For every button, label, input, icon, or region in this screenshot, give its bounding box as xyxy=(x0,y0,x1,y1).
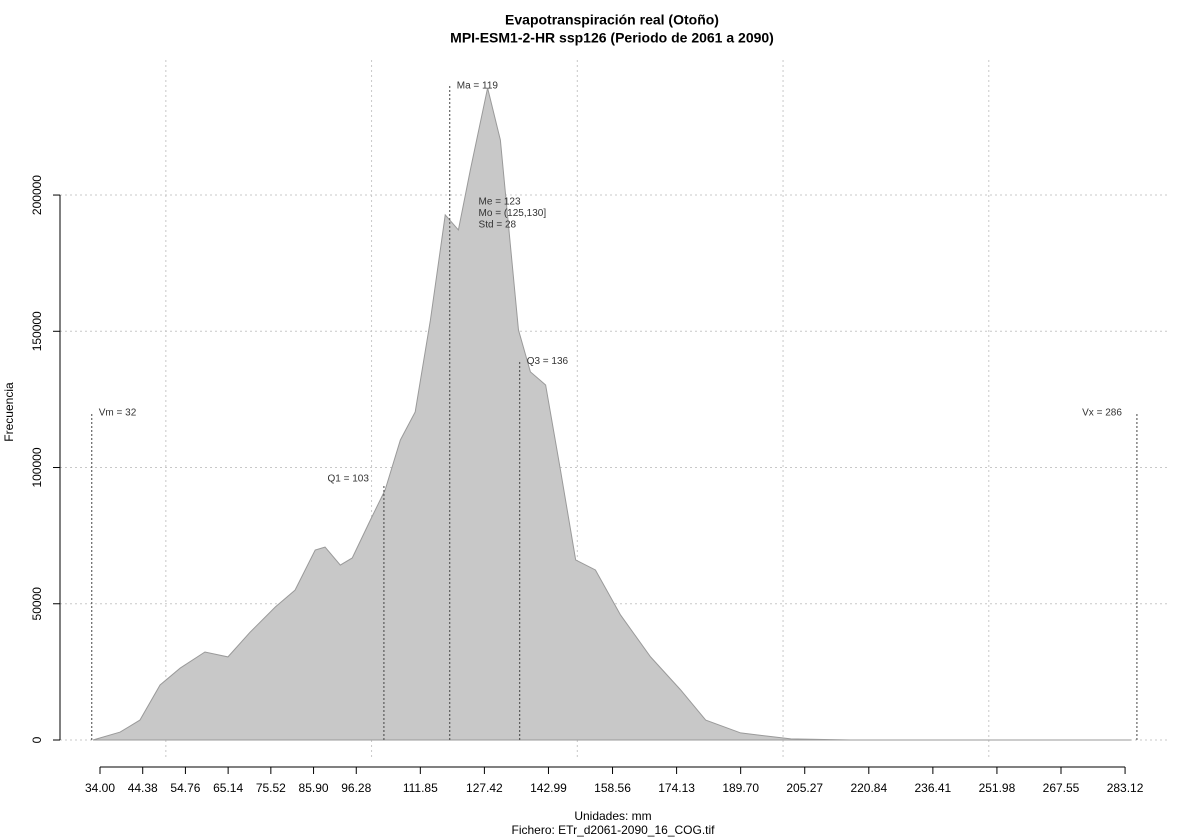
x-tick-label: 251.98 xyxy=(979,781,1016,795)
x-tick-label: 205.27 xyxy=(786,781,823,795)
x-tick-label: 44.38 xyxy=(128,781,158,795)
marker-label: Ma = 119 xyxy=(457,81,499,92)
x-tick-label: 267.55 xyxy=(1043,781,1080,795)
y-tick-label: 100000 xyxy=(30,447,44,487)
stats-label: Mo = (125,130] xyxy=(479,208,547,219)
x-tick-label: 75.52 xyxy=(256,781,286,795)
x-tick-label: 189.70 xyxy=(722,781,759,795)
stats-label: Std = 28 xyxy=(479,219,517,230)
x-tick-label: 96.28 xyxy=(341,781,371,795)
density-area xyxy=(92,87,1132,741)
x-tick-label: 111.85 xyxy=(403,781,438,795)
y-tick-label: 50000 xyxy=(30,587,44,621)
x-tick-label: 127.42 xyxy=(466,781,503,795)
x-tick-label: 65.14 xyxy=(213,781,243,795)
x-tick-label: 283.12 xyxy=(1107,781,1144,795)
y-tick-label: 150000 xyxy=(30,311,44,351)
x-tick-label: 174.13 xyxy=(658,781,695,795)
x-tick-label: 34.00 xyxy=(85,781,115,795)
y-tick-label: 200000 xyxy=(30,175,44,215)
stats-label: Me = 123 xyxy=(479,196,521,207)
x-tick-label: 236.41 xyxy=(915,781,952,795)
x-tick-label: 142.99 xyxy=(530,781,567,795)
x-axis-label: Unidades: mm xyxy=(574,809,651,823)
x-tick-label: 85.90 xyxy=(299,781,329,795)
marker-label: Q3 = 136 xyxy=(527,356,569,367)
y-axis-label: Frecuencia xyxy=(2,382,16,442)
y-tick-label: 0 xyxy=(30,736,44,743)
x-tick-label: 220.84 xyxy=(850,781,887,795)
marker-label: Vx = 286 xyxy=(1082,408,1122,419)
footer: Fichero: ETr_d2061-2090_16_COG.tif xyxy=(512,823,716,837)
chart-subtitle: MPI-ESM1-2-HR ssp126 (Periodo de 2061 a … xyxy=(450,30,774,46)
marker-label: Vm = 32 xyxy=(99,408,137,419)
chart-title: Evapotranspiración real (Otoño) xyxy=(505,12,719,28)
x-tick-label: 158.56 xyxy=(594,781,631,795)
marker-label: Q1 = 103 xyxy=(327,474,369,485)
x-tick-label: 54.76 xyxy=(170,781,200,795)
